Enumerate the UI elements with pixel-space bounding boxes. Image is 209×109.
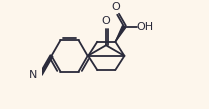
Text: O: O bbox=[102, 16, 110, 26]
Text: OH: OH bbox=[137, 22, 154, 32]
Text: O: O bbox=[112, 3, 120, 13]
Polygon shape bbox=[115, 26, 126, 42]
Text: N: N bbox=[29, 70, 38, 80]
